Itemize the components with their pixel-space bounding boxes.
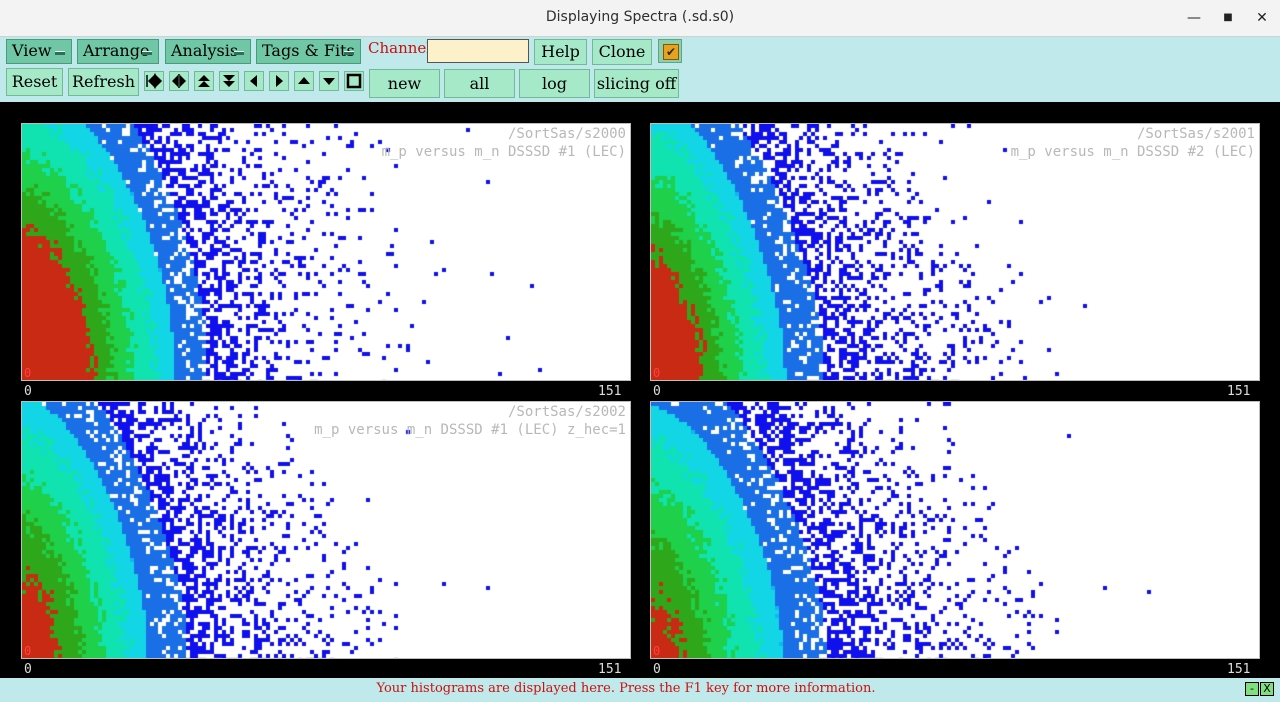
- spectrum-path: /SortSas/s2002: [507, 404, 626, 420]
- x-min-label: 0: [653, 384, 661, 399]
- log-button[interactable]: log: [519, 69, 590, 98]
- x-max-label: 151: [1227, 384, 1251, 399]
- origin-label: 0: [653, 644, 661, 658]
- origin-label: 0: [24, 366, 32, 380]
- analysis-menu[interactable]: Analysis: [165, 39, 251, 64]
- refresh-button[interactable]: Refresh: [68, 68, 139, 96]
- spectrum-description: m_p versus m_n DSSSD #1 (LEC) z_hec=1: [314, 422, 626, 438]
- x-max-label: 151: [598, 384, 622, 399]
- zoom-out-down-icon[interactable]: [219, 71, 239, 91]
- stop-icon[interactable]: [344, 71, 364, 91]
- right-icon[interactable]: [269, 71, 289, 91]
- dropdown-indicator-icon: [55, 51, 65, 55]
- help-button[interactable]: Help: [534, 39, 587, 65]
- zoom-in-up-icon[interactable]: [194, 71, 214, 91]
- histogram-canvas[interactable]: [22, 402, 630, 658]
- spectrum-panel[interactable]: /SortSas/s2002 m_p versus m_n DSSSD #1 (…: [21, 401, 631, 659]
- all-button[interactable]: all: [444, 69, 515, 98]
- spectrum-panel[interactable]: 0: [650, 401, 1260, 659]
- first-icon[interactable]: [144, 71, 164, 91]
- arrange-menu-label: Arrange: [83, 41, 150, 60]
- up-icon[interactable]: [294, 71, 314, 91]
- toolbar-bottom: Reset Refresh new all log slicing off: [0, 67, 1280, 101]
- minimize-panel-icon[interactable]: -: [1245, 682, 1259, 696]
- status-icons: - X: [1245, 682, 1274, 696]
- checkmark-icon: ✔: [663, 44, 679, 60]
- dropdown-indicator-icon: [142, 51, 152, 55]
- minimize-button[interactable]: —: [1187, 10, 1201, 26]
- spectrum-path: /SortSas/s2000: [507, 126, 626, 142]
- status-message: Your histograms are displayed here. Pres…: [376, 681, 876, 696]
- close-button[interactable]: ✕: [1256, 10, 1268, 26]
- x-max-label: 151: [598, 662, 622, 677]
- window-title: Displaying Spectra (.sd.s0): [545, 9, 735, 25]
- left-icon[interactable]: [244, 71, 264, 91]
- origin-label: 0: [24, 644, 32, 658]
- spectrum-panel[interactable]: /SortSas/s2001 m_p versus m_n DSSSD #2 (…: [650, 123, 1260, 381]
- expand-horizontal-icon[interactable]: [169, 71, 189, 91]
- status-bar: Your histograms are displayed here. Pres…: [0, 678, 1280, 702]
- spectrum-panel[interactable]: /SortSas/s2000 m_p versus m_n DSSSD #1 (…: [21, 123, 631, 381]
- tags-fits-menu-label: Tags & Fits: [262, 41, 355, 60]
- spectrum-path: /SortSas/s2001: [1136, 126, 1255, 142]
- dropdown-indicator-icon: [234, 51, 244, 55]
- view-menu-label: View: [12, 41, 52, 60]
- analysis-menu-label: Analysis: [171, 41, 239, 60]
- histogram-canvas[interactable]: [22, 124, 630, 380]
- toolbar-top: View Arrange Analysis Tags & Fits Channe…: [0, 37, 1280, 67]
- histogram-canvas[interactable]: [651, 402, 1259, 658]
- new-button[interactable]: new: [369, 69, 440, 98]
- spectrum-description: m_p versus m_n DSSSD #1 (LEC): [381, 144, 626, 160]
- arrange-menu[interactable]: Arrange: [77, 39, 159, 64]
- clone-button[interactable]: Clone: [592, 39, 652, 65]
- channel-field-frame: [427, 39, 529, 63]
- down-icon[interactable]: [319, 71, 339, 91]
- window-titlebar: Displaying Spectra (.sd.s0) — ■ ✕: [0, 0, 1280, 37]
- x-min-label: 0: [24, 384, 32, 399]
- close-panel-icon[interactable]: X: [1260, 682, 1274, 696]
- reset-button[interactable]: Reset: [6, 68, 63, 96]
- x-max-label: 151: [1227, 662, 1251, 677]
- x-min-label: 0: [24, 662, 32, 677]
- view-menu[interactable]: View: [6, 39, 72, 64]
- x-min-label: 0: [653, 662, 661, 677]
- tags-fits-menu[interactable]: Tags & Fits: [256, 39, 361, 64]
- channel-label: Channel:: [368, 39, 437, 57]
- slicing-button[interactable]: slicing off: [594, 69, 679, 98]
- channel-input[interactable]: [428, 40, 528, 62]
- spectra-display[interactable]: /SortSas/s2000 m_p versus m_n DSSSD #1 (…: [0, 102, 1280, 678]
- histogram-canvas[interactable]: [651, 124, 1259, 380]
- clone-checkbox[interactable]: ✔: [658, 39, 682, 63]
- spectrum-description: m_p versus m_n DSSSD #2 (LEC): [1010, 144, 1255, 160]
- origin-label: 0: [653, 366, 661, 380]
- dropdown-indicator-icon: [344, 51, 354, 55]
- maximize-button[interactable]: ■: [1223, 12, 1233, 23]
